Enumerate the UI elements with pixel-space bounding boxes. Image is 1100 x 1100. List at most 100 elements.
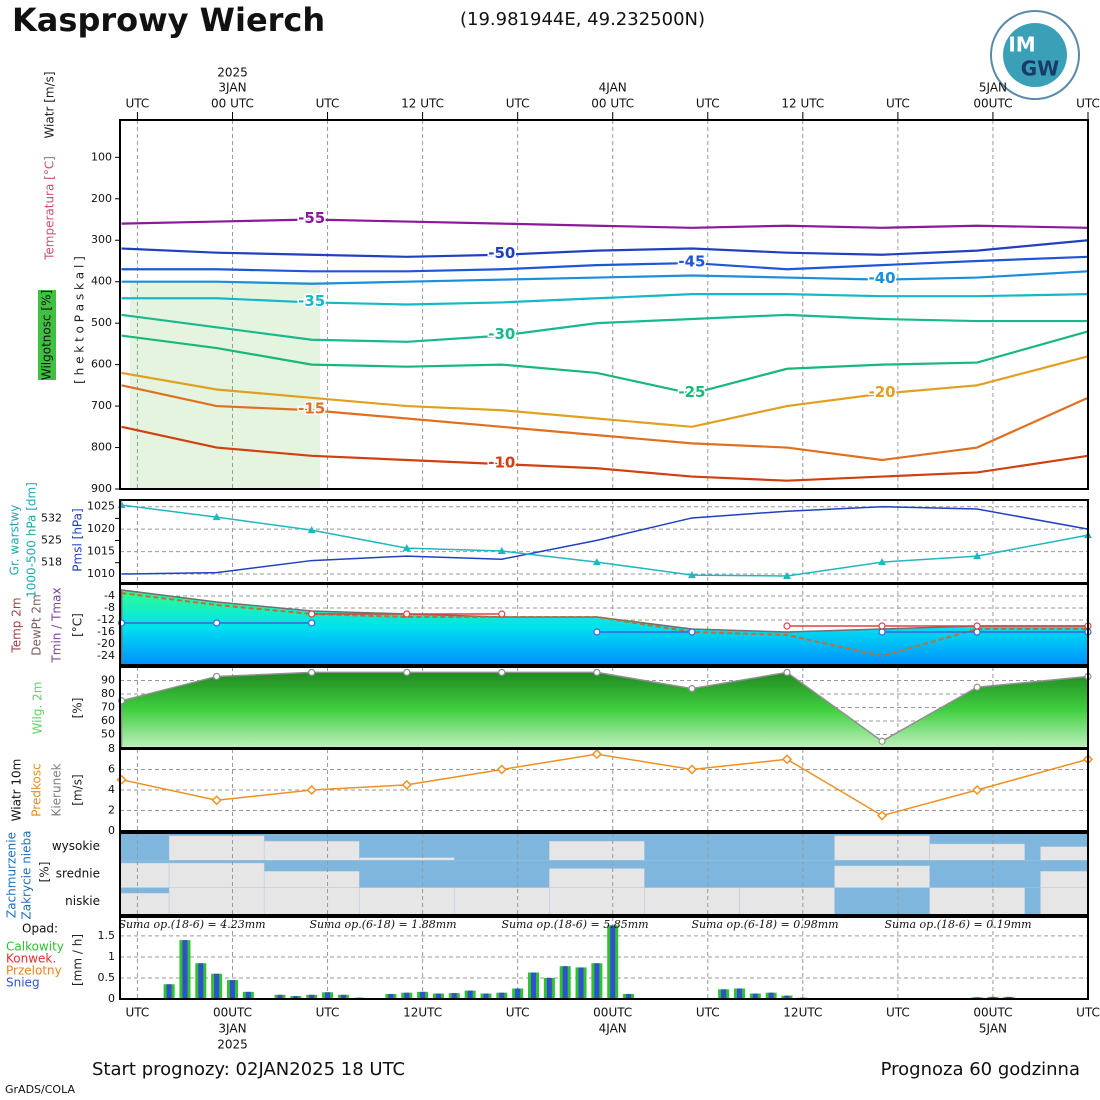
cloud-bar (929, 843, 1025, 861)
row-label: niskie (65, 894, 100, 908)
cloud-bar (549, 887, 645, 916)
x-tick-label: 00UTC (213, 1006, 252, 1020)
cloud-bar (1040, 887, 1089, 916)
x-tick-label: UTC (886, 1006, 910, 1020)
humidity-shade (130, 281, 320, 489)
axis-title: [%] (71, 698, 85, 719)
axis-title: Pmsl [hPa] (71, 508, 85, 571)
axis-title: Wiatr [m/s] (43, 71, 57, 138)
legend-entry: Calkowity (6, 940, 64, 954)
label-background (38, 290, 56, 380)
marker (973, 628, 981, 636)
x-tick-label: 00 UTC (211, 97, 254, 111)
axis-title: Wiatr 10m (10, 759, 24, 822)
precip-bar (546, 977, 552, 999)
isotherm-label: -50 (488, 244, 515, 262)
y-tick-label: 2 (108, 804, 115, 817)
marker (876, 810, 888, 821)
precip-bar (166, 984, 172, 999)
precip-bar (293, 996, 299, 999)
y-tick-label: 532 (41, 511, 62, 524)
axis-title: Zakrycie nieba (20, 831, 34, 920)
marker (497, 547, 506, 555)
annotation: Suma op.(18-6) = 5.85mm (501, 918, 648, 931)
credit: GrADS/COLA (5, 1083, 75, 1096)
annotation: Suma op.(18-6) = 4.23mm (118, 918, 265, 931)
marker (973, 552, 982, 560)
x-tick-label: UTC (126, 1006, 150, 1020)
cloud-bar (1040, 846, 1089, 861)
x-tick-label: UTC (1076, 1006, 1100, 1020)
coordinates: (19.981944E, 49.232500N) (460, 9, 705, 30)
isotherm (121, 330, 1089, 395)
precip-bar (420, 991, 426, 999)
isotherm-label: -45 (678, 253, 705, 271)
precip-bar (721, 989, 727, 999)
cloud-bar (454, 887, 550, 916)
series-line (121, 592, 1088, 658)
x-tick-label: 12UTC (783, 1006, 822, 1020)
precip-bar (530, 972, 536, 999)
marker (498, 668, 506, 677)
y-tick-label: 80 (101, 687, 115, 700)
annotation: Suma op.(18-6) = 0.19mm (884, 918, 1031, 931)
isotherm-label: -10 (488, 454, 515, 472)
y-tick-label: 1020 (87, 522, 115, 535)
cloud-bar (263, 887, 360, 916)
marker (592, 558, 601, 566)
marker (973, 622, 981, 630)
axis-title: Wilgotnosc [%] (40, 290, 54, 380)
year-label: 2025 (217, 1038, 248, 1052)
y-tick-label: -12 (97, 613, 115, 626)
marker (403, 610, 411, 618)
isotherm (121, 425, 1089, 482)
isotherm (121, 239, 1089, 258)
precip-bar (198, 963, 204, 999)
y-tick-label: 800 (91, 441, 112, 454)
y-tick-label: -20 (97, 637, 115, 650)
precip-bar (515, 988, 521, 999)
marker (593, 668, 601, 677)
marker (688, 684, 696, 693)
cloud-bar (263, 840, 360, 861)
y-tick-label: 700 (91, 399, 112, 412)
axis-title: Tmin / Tmax (50, 587, 64, 663)
y-tick-label: 0.5 (98, 971, 116, 984)
cloud-bar (358, 857, 455, 861)
logo-disc (1003, 23, 1067, 87)
y-tick-label: 600 (91, 358, 112, 371)
cloud-bar (549, 868, 645, 888)
axis-title: Kierunek (50, 763, 64, 816)
precip-bar (1006, 996, 1012, 999)
y-tick-label: 1010 (87, 567, 115, 580)
panel-frame (119, 832, 1089, 916)
x-tick-label: UTC (1076, 97, 1100, 111)
cloud-bar (119, 862, 170, 888)
y-tick-label: 400 (91, 275, 112, 288)
axis-title: [m/s] (71, 774, 85, 805)
marker (307, 526, 316, 534)
precip-bar (404, 992, 410, 999)
cloud-bar (1040, 871, 1089, 888)
marker (306, 784, 317, 796)
x-tick-label: 00 UTC (591, 97, 634, 111)
marker (783, 622, 791, 630)
x-tick-label: UTC (316, 1006, 340, 1020)
precip-bar (451, 993, 457, 999)
marker (687, 571, 696, 579)
cloud-bar (168, 835, 265, 861)
x-tick-label: UTC (696, 97, 720, 111)
x-tick-label: UTC (506, 1006, 530, 1020)
isotherm-label: -20 (868, 383, 895, 401)
annotation: Suma op.(6-18) = 1.88mm (309, 918, 456, 931)
isotherm-label: -15 (298, 400, 325, 418)
series-line (121, 505, 1089, 575)
y-tick-label: 1025 (87, 500, 115, 513)
y-tick-label: 100 (91, 150, 112, 163)
marker (213, 672, 221, 681)
axis-title: Wilg. 2m (31, 682, 45, 735)
x-tick-label: 00UTC (973, 1006, 1012, 1020)
row-label: wysokie (52, 839, 100, 853)
x-tick-label: UTC (126, 97, 150, 111)
isotherm-label: -30 (488, 325, 515, 343)
